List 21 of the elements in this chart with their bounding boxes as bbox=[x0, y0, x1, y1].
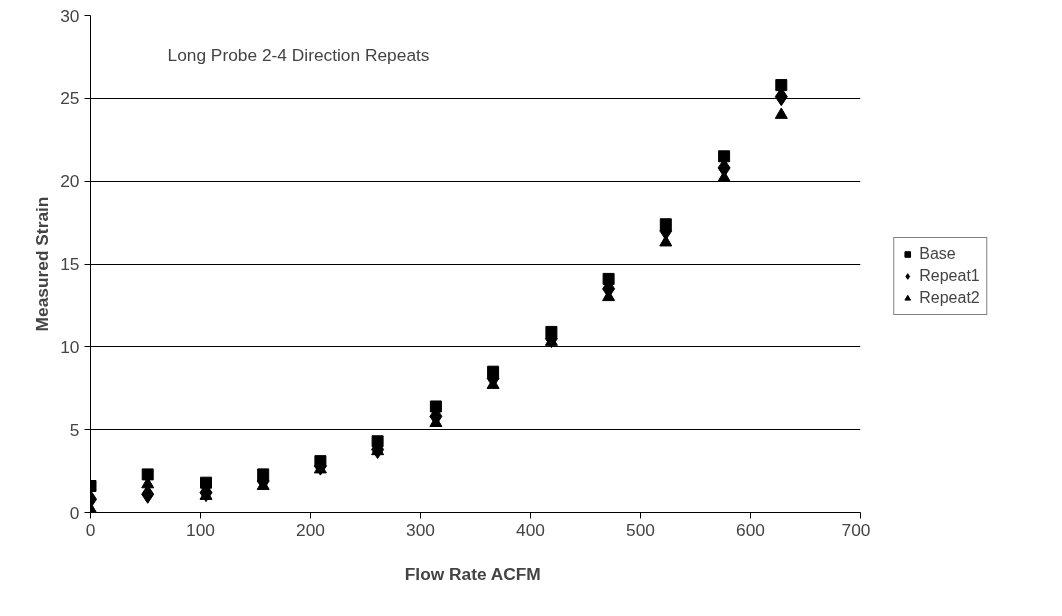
x-tick-label: 300 bbox=[406, 519, 435, 540]
x-tick-label: 400 bbox=[516, 519, 545, 540]
y-tick-label: 25 bbox=[60, 88, 80, 109]
legend-label: Base bbox=[919, 244, 956, 263]
x-tick-label: 600 bbox=[736, 519, 765, 540]
x-tick-label: 700 bbox=[841, 519, 871, 540]
x-tick-label: 100 bbox=[186, 519, 215, 540]
x-tick-label: 200 bbox=[296, 519, 325, 540]
y-tick-label: 30 bbox=[60, 5, 80, 26]
text: Long Probe 2-4 Direction Repeats bbox=[167, 45, 430, 66]
y-tick-label: 15 bbox=[60, 254, 80, 274]
legend-label: Repeat2 bbox=[919, 288, 980, 307]
y-tick-label: 20 bbox=[60, 171, 80, 192]
x-tick-label: 500 bbox=[626, 519, 655, 540]
y-tick-label: 0 bbox=[69, 502, 80, 523]
y-axis-title: Measured Strain bbox=[32, 196, 53, 332]
x-tick-label: 0 bbox=[85, 519, 96, 540]
x-axis-title: Flow Rate ACFM bbox=[404, 563, 541, 584]
y-tick-label: 10 bbox=[60, 336, 80, 357]
y-tick-label: 5 bbox=[69, 419, 80, 440]
legend-label: Repeat1 bbox=[919, 266, 980, 285]
